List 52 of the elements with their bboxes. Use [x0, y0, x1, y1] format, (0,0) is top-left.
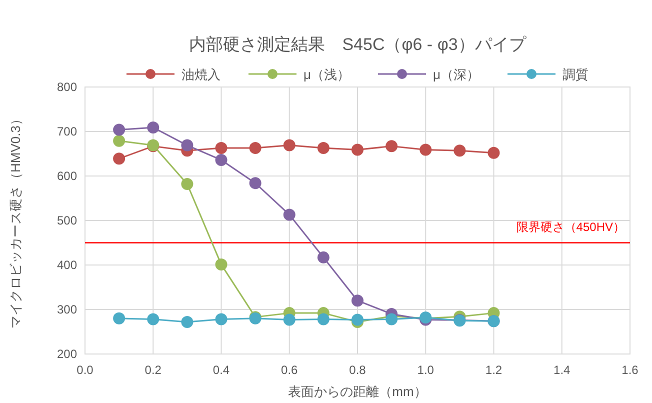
point [317, 142, 330, 154]
y-tick-label: 500 [56, 214, 78, 228]
x-tick-label: 1.6 [622, 363, 639, 377]
point [215, 142, 228, 154]
y-tick-label: 800 [56, 80, 78, 94]
point [249, 177, 262, 190]
ref-line-label: 限界硬さ（450HV） [516, 220, 625, 234]
point [317, 313, 330, 326]
x-tick-label: 0.2 [144, 363, 162, 377]
x-tick-label: 1.2 [485, 363, 502, 377]
x-tick-label: 0.0 [76, 363, 94, 377]
x-tick-label: 1.4 [554, 363, 571, 377]
y-tick-label: 400 [56, 258, 78, 272]
legend-label: μ（深） [433, 67, 480, 82]
point [283, 208, 296, 221]
point [181, 316, 194, 328]
point [454, 144, 466, 157]
point [147, 121, 160, 134]
point [420, 144, 432, 156]
y-tick-label: 300 [56, 302, 78, 316]
x-tick-label: 0.4 [212, 363, 230, 377]
point [113, 134, 126, 147]
point [488, 146, 500, 159]
x-tick-label: 0.6 [281, 363, 298, 377]
point [181, 139, 194, 152]
point [181, 178, 194, 190]
point [113, 124, 126, 136]
point [352, 144, 364, 156]
point [352, 294, 364, 307]
point [147, 313, 160, 326]
y-tick-label: 700 [56, 124, 78, 138]
point [283, 139, 296, 152]
y-tick-label: 200 [56, 347, 78, 361]
point [215, 258, 228, 271]
legend-label: 油焼入 [182, 67, 220, 82]
point [113, 152, 126, 165]
point [386, 313, 398, 326]
point [386, 140, 398, 152]
x-axis-title: 表面からの距離（mm） [288, 384, 427, 399]
point [249, 142, 262, 154]
x-tick-label: 1.0 [417, 363, 434, 377]
x-tick-label: 0.8 [349, 363, 366, 377]
legend-label: μ（浅） [304, 67, 350, 82]
y-axis-title: マイクロビッカース硬さ（HMV0.3） [8, 112, 23, 328]
chart-title: 内部硬さ測定結果 S45C（φ6 - φ3）パイプ [189, 35, 527, 54]
legend-label: 調質 [562, 67, 588, 82]
point [113, 312, 126, 324]
y-tick-label: 600 [56, 169, 78, 183]
point [215, 313, 228, 326]
point [215, 154, 228, 166]
point [317, 251, 330, 264]
point [283, 314, 296, 326]
